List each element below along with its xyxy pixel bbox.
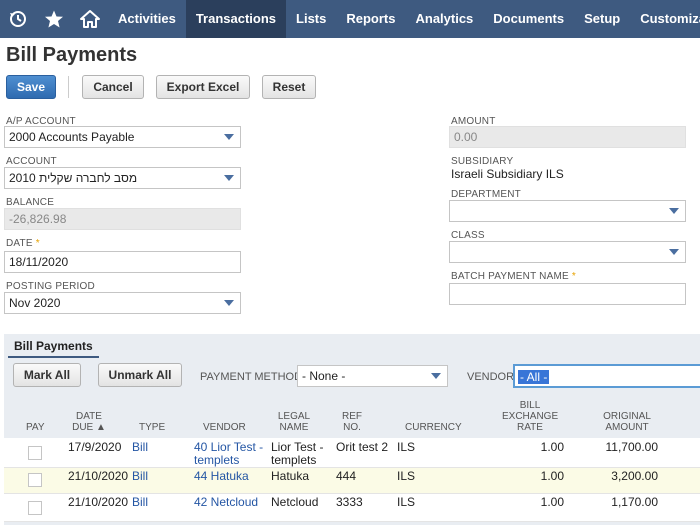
ap-account-label: A/P ACCOUNT: [6, 116, 76, 127]
vendor-link[interactable]: 44 Hatuka: [194, 469, 249, 483]
reset-button[interactable]: Reset: [262, 75, 316, 99]
chevron-down-icon: [224, 134, 234, 140]
department-select[interactable]: [449, 200, 686, 222]
department-label: DEPARTMENT: [451, 189, 521, 200]
top-navigation: Activities Transactions Lists Reports An…: [0, 0, 700, 38]
vendor-link[interactable]: 42 Netcloud: [194, 495, 259, 509]
star-icon[interactable]: [36, 0, 72, 38]
posting-period-select[interactable]: Nov 2020: [4, 292, 241, 314]
col-exchange-rate[interactable]: BILL EXCHANGE RATE: [502, 400, 559, 433]
pay-checkbox[interactable]: [28, 473, 42, 487]
ref-no-cell: Orit test 2: [336, 440, 389, 454]
col-currency[interactable]: CURRENCY: [405, 422, 462, 433]
pay-checkbox[interactable]: [28, 446, 42, 460]
col-pay: PAY: [26, 422, 45, 433]
amount-field: 0.00: [449, 126, 686, 148]
date-due-cell: 17/9/2020: [68, 440, 122, 454]
col-vendor[interactable]: VENDOR: [203, 422, 246, 433]
date-due-cell: 21/10/2020: [68, 469, 129, 483]
currency-cell: ILS: [397, 440, 416, 454]
ap-account-value: 2000 Accounts Payable: [9, 130, 135, 144]
type-link[interactable]: Bill: [132, 440, 149, 454]
pay-checkbox[interactable]: [28, 501, 42, 515]
exchange-rate-cell: 1.00: [540, 440, 564, 454]
subsidiary-value: Israeli Subsidiary ILS: [451, 167, 564, 181]
date-due-cell: 21/10/2020: [68, 495, 129, 509]
nav-setup[interactable]: Setup: [584, 11, 621, 26]
table-row: 21/10/2020 Bill 42 Netcloud Netcloud 333…: [4, 494, 700, 522]
ref-no-cell: 3333: [336, 495, 363, 509]
currency-cell: ILS: [397, 469, 416, 483]
class-label: CLASS: [451, 230, 485, 241]
nav-reports[interactable]: Reports: [346, 11, 396, 26]
nav-activities[interactable]: Activities: [118, 11, 176, 26]
subsidiary-label: SUBSIDIARY: [451, 156, 514, 167]
legal-name-cell: Lior Test - templets: [271, 440, 324, 467]
table-row: 21/10/2020 Bill 44 Hatuka Hatuka 444 ILS…: [4, 468, 700, 494]
currency-cell: ILS: [397, 495, 416, 509]
account-label: ACCOUNT: [6, 156, 57, 167]
col-legal-name[interactable]: LEGAL NAME: [277, 411, 311, 433]
cancel-button[interactable]: Cancel: [82, 75, 144, 99]
balance-label: BALANCE: [6, 197, 55, 208]
original-amount-cell: 11,700.00: [605, 440, 659, 454]
class-select[interactable]: [449, 241, 686, 263]
date-input[interactable]: 18/11/2020: [4, 251, 241, 273]
toolbar-divider: [68, 76, 69, 98]
balance-field: -26,826.98: [4, 208, 241, 230]
vendor-filter-value: - All -: [518, 370, 550, 384]
nav-analytics[interactable]: Analytics: [415, 11, 474, 26]
batch-payment-name-label: BATCH PAYMENT NAME *: [451, 271, 576, 282]
unmark-all-button[interactable]: Unmark All: [98, 363, 182, 387]
nav-transactions[interactable]: Transactions: [185, 0, 287, 38]
page-title: Bill Payments: [6, 44, 138, 66]
vendor-link[interactable]: 40 Lior Test - templets: [194, 440, 264, 467]
nav-customization[interactable]: Customization: [640, 11, 700, 26]
history-icon[interactable]: [0, 0, 36, 38]
mark-all-button[interactable]: Mark All: [13, 363, 81, 387]
chevron-down-icon: [669, 208, 679, 214]
account-value: 2010 מסב לחברה שקלית: [9, 171, 138, 185]
export-excel-button[interactable]: Export Excel: [156, 75, 250, 99]
exchange-rate-cell: 1.00: [540, 469, 564, 483]
account-select[interactable]: 2010 מסב לחברה שקלית: [4, 167, 241, 189]
col-date-due[interactable]: DATE DUE ▲: [72, 411, 106, 433]
payment-method-select[interactable]: - None -: [297, 365, 448, 387]
chevron-down-icon: [669, 249, 679, 255]
tab-bill-payments[interactable]: Bill Payments: [8, 336, 99, 358]
legal-name-cell: Hatuka: [271, 469, 310, 483]
save-button[interactable]: Save: [6, 75, 56, 99]
posting-period-value: Nov 2020: [9, 296, 61, 310]
batch-payment-name-input[interactable]: [449, 283, 686, 305]
type-link[interactable]: Bill: [132, 469, 149, 483]
chevron-down-icon: [224, 175, 234, 181]
nav-documents[interactable]: Documents: [493, 11, 565, 26]
col-ref-no[interactable]: REF NO.: [342, 411, 362, 433]
legal-name-cell: Netcloud: [271, 495, 319, 509]
vendor-filter-select[interactable]: - All -: [513, 364, 700, 388]
original-amount-cell: 3,200.00: [611, 469, 658, 483]
amount-label: AMOUNT: [451, 116, 496, 127]
col-type[interactable]: TYPE: [139, 422, 166, 433]
ap-account-select[interactable]: 2000 Accounts Payable: [4, 126, 241, 148]
type-link[interactable]: Bill: [132, 495, 149, 509]
chevron-down-icon: [431, 373, 441, 379]
table-header: [4, 396, 700, 438]
home-icon[interactable]: [72, 0, 108, 38]
chevron-down-icon: [224, 300, 234, 306]
col-original-amount[interactable]: ORIGINAL AMOUNT: [603, 411, 651, 433]
payment-method-value: - None -: [302, 369, 346, 383]
ref-no-cell: 444: [336, 469, 357, 483]
posting-period-label: POSTING PERIOD: [6, 281, 95, 292]
original-amount-cell: 1,170.00: [611, 495, 658, 509]
exchange-rate-cell: 1.00: [540, 495, 564, 509]
vendor-filter-label: VENDOR: [467, 371, 515, 383]
nav-lists[interactable]: Lists: [296, 11, 327, 26]
date-label: DATE *: [6, 238, 40, 249]
payment-method-label: PAYMENT METHOD: [200, 371, 303, 383]
table-row: 17/9/2020 Bill 40 Lior Test - templets Li…: [4, 438, 700, 468]
